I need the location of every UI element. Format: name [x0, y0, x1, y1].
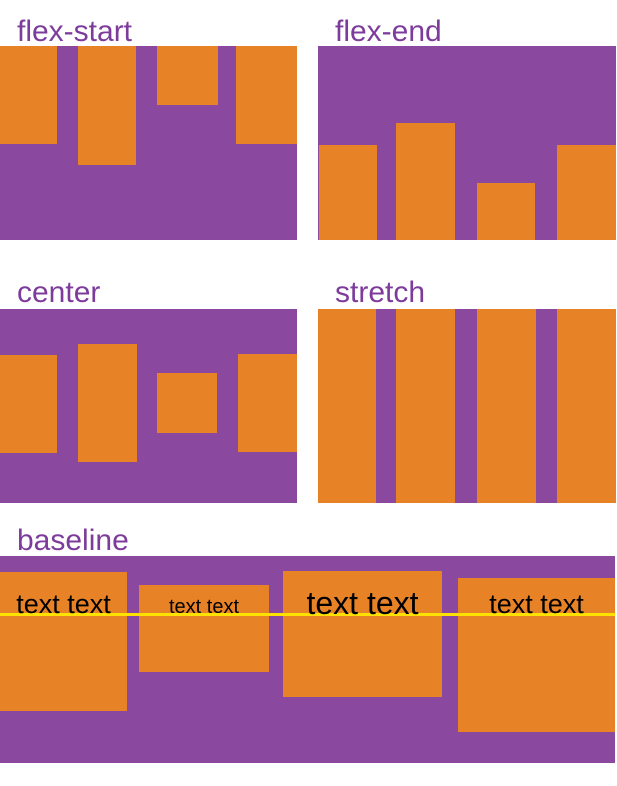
flex-item	[318, 309, 376, 503]
flex-item	[557, 145, 616, 240]
baseline-item-text: text text	[16, 589, 111, 619]
baseline-line	[0, 613, 615, 616]
flex-item	[0, 355, 57, 453]
panel-label-flex-end: flex-end	[335, 15, 442, 48]
baseline-flex-item: text text	[0, 572, 127, 711]
flex-item	[0, 46, 57, 144]
baseline-item-text: text text	[489, 589, 584, 619]
panel-label-center: center	[17, 276, 101, 309]
flex-item	[157, 46, 218, 105]
flex-item	[396, 123, 455, 240]
flex-item	[396, 309, 455, 503]
flex-item	[78, 344, 137, 462]
flex-item	[157, 373, 217, 433]
flex-item	[78, 46, 136, 165]
panel-label-baseline: baseline	[17, 524, 129, 557]
flex-item	[319, 145, 377, 240]
baseline-item-text: text text	[168, 596, 240, 618]
flex-item	[238, 354, 297, 452]
flex-item	[557, 309, 616, 503]
baseline-flex-item: text text	[139, 585, 269, 672]
panel-label-stretch: stretch	[335, 276, 426, 309]
baseline-flex-item: text text	[283, 571, 442, 697]
flex-item	[236, 46, 297, 144]
panel-label-flex-start: flex-start	[17, 15, 133, 48]
flex-item	[477, 309, 536, 503]
stretch-container	[318, 309, 616, 503]
center-container	[0, 309, 297, 503]
baseline-item-text: text text	[306, 585, 419, 621]
flex-start-container	[0, 46, 297, 240]
flex-item	[477, 183, 535, 240]
baseline-container: text text text text text text text text	[0, 556, 615, 763]
flex-end-container	[318, 46, 616, 240]
baseline-flex-item: text text	[458, 578, 615, 732]
